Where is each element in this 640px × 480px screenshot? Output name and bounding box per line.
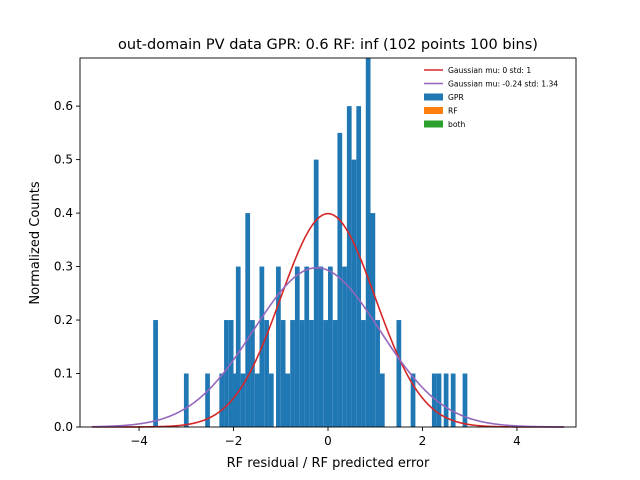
histogram-bar [342,266,347,427]
x-tick-label: 4 [513,434,521,448]
histogram-bar [431,373,437,427]
histogram-bar [235,266,241,427]
y-tick-label: 0.5 [54,153,73,167]
legend-label: both [448,120,465,129]
histogram-bar [365,58,371,427]
y-tick-label: 0.4 [54,206,73,220]
gaussian-curve-line [91,266,565,428]
histogram-bar [219,373,225,427]
legend-label: GPR [448,93,464,102]
histogram-bar [280,320,286,427]
histogram-bar [318,266,324,427]
legend-label: Gaussian mu: -0.24 std: 1.34 [448,79,558,88]
histogram-bar [304,266,310,427]
legend-swatch-patch [424,120,443,128]
histogram-bar [268,373,274,427]
histogram-bar [250,320,255,427]
legend-swatch-patch [424,107,443,114]
histogram-bar [245,213,251,427]
histogram-bar [462,373,468,427]
histogram-bar [183,373,189,427]
histogram-bar [205,373,210,427]
y-tick-label: 0.0 [54,420,73,434]
y-axis-label: Normalized Counts [28,181,43,304]
histogram-bar [294,266,300,427]
x-tick-label: 2 [419,434,427,448]
histogram-bar [379,373,385,427]
histogram-bar [228,320,234,427]
histogram-bar [450,373,456,427]
histogram-bar [436,373,442,427]
histogram-bar [375,320,380,427]
y-tick-label: 0.6 [54,99,73,113]
histogram-bar [254,373,260,427]
histogram-bar [264,320,269,427]
chart-title: out-domain PV data GPR: 0.6 RF: inf (102… [118,37,538,53]
histogram-bar [309,320,314,427]
histogram-bar [346,106,352,427]
legend: Gaussian mu: 0 std: 1 Gaussian mu: -0.24 … [424,66,558,129]
histogram-bar [332,320,338,427]
x-tick-label: −4 [130,434,148,448]
y-tick-label: 0.3 [54,260,73,274]
x-tick-label: −2 [225,434,243,448]
histogram-bar [443,373,449,427]
histogram-bar [224,320,229,427]
legend-swatch-patch [424,93,443,101]
histogram-bar [356,106,362,427]
legend-label: RF [448,106,458,115]
histogram-bar [285,373,291,427]
gaussian-curves [91,212,565,428]
y-tick-label: 0.1 [54,367,73,381]
histogram-bar [153,320,158,427]
x-axis-label: RF residual / RF predicted error [227,456,430,471]
histogram-bar [290,320,295,427]
axis-ticks: −4 −2 0 2 4 0.0 0.1 0.2 0.3 0.4 0.5 0.6 [54,99,521,448]
gaussian-curve-line [91,212,565,428]
histogram-bar [276,266,281,427]
histogram-bar [410,373,416,427]
histogram-bar [396,320,402,427]
histogram-bar [328,266,333,427]
histogram-bar [313,159,319,427]
y-tick-label: 0.2 [54,313,73,327]
histogram-bar [323,320,328,427]
histogram-bar [240,373,246,427]
histogram-bar [337,132,343,427]
histogram-bar [361,320,366,427]
legend-label: Gaussian mu: 0 std: 1 [448,66,531,75]
histogram-bar [299,320,305,427]
x-tick-label: 0 [324,434,332,448]
